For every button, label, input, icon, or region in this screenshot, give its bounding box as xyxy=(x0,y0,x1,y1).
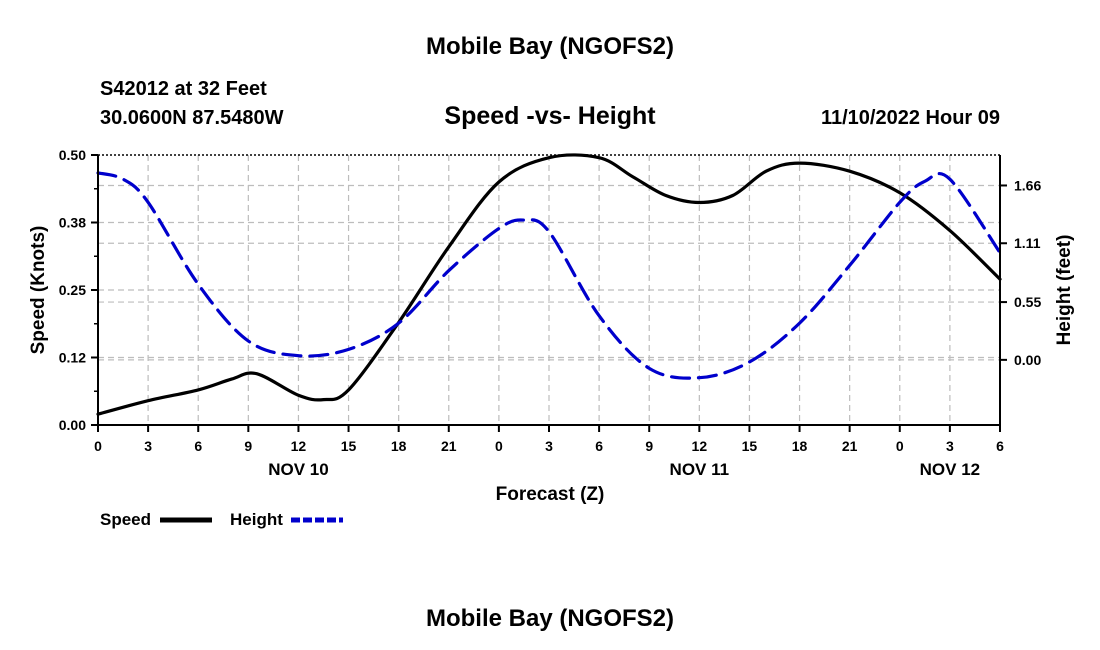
x-tick-label: 3 xyxy=(144,438,152,454)
y2-tick-label: 1.66 xyxy=(1014,177,1041,193)
tick-labels: 0 3 6 9 12 15 18 21 0 3 6 9 12 15 18 21 0 3 6 NOV 10 NOV 11 N… xyxy=(59,147,1042,479)
x-tick-label: 12 xyxy=(291,438,307,454)
x-axis-title: Forecast (Z) xyxy=(496,484,605,505)
day-label: NOV 12 xyxy=(920,460,980,479)
x-tick-label: 0 xyxy=(94,438,102,454)
x-tick-label: 9 xyxy=(645,438,653,454)
footer-title: Mobile Bay (NGOFS2) xyxy=(426,605,674,632)
day-label: NOV 10 xyxy=(268,460,328,479)
station-label: S42012 at 32 Feet xyxy=(100,78,267,100)
data-series xyxy=(96,153,1002,416)
y-tick-label: 0.50 xyxy=(59,147,86,163)
y2-tick-label: 1.11 xyxy=(1014,235,1041,251)
speed-series-line xyxy=(96,153,1002,416)
x-tick-label: 21 xyxy=(441,438,457,454)
grid-lines xyxy=(98,155,1000,425)
y-tick-label: 0.38 xyxy=(59,215,86,231)
x-tick-label: 18 xyxy=(391,438,407,454)
x-tick-label: 3 xyxy=(545,438,553,454)
y2-axis-title: Height (feet) xyxy=(1054,235,1075,346)
x-tick-label: 0 xyxy=(495,438,503,454)
x-tick-label: 15 xyxy=(742,438,758,454)
x-tick-label: 6 xyxy=(595,438,603,454)
page-title: Mobile Bay (NGOFS2) xyxy=(426,33,674,60)
x-tick-label: 15 xyxy=(341,438,357,454)
legend-height-label: Height xyxy=(230,510,283,529)
y2-tick-label: 0.55 xyxy=(1014,294,1041,310)
x-tick-label: 21 xyxy=(842,438,858,454)
day-label: NOV 11 xyxy=(670,460,730,479)
y2-tick-label: 0.00 xyxy=(1014,352,1041,368)
x-tick-label: 6 xyxy=(996,438,1004,454)
chart-title: Speed -vs- Height xyxy=(444,102,656,130)
height-series-line xyxy=(96,171,1002,380)
y-tick-label: 0.25 xyxy=(59,282,86,298)
y-tick-label: 0.12 xyxy=(59,350,86,366)
legend: Speed Height xyxy=(100,510,343,529)
x-tick-label: 18 xyxy=(792,438,808,454)
forecast-date-label: 11/10/2022 Hour 09 xyxy=(821,107,1000,129)
x-tick-label: 3 xyxy=(946,438,954,454)
x-tick-label: 6 xyxy=(194,438,202,454)
y-tick-label: 0.00 xyxy=(59,417,86,433)
x-tick-label: 0 xyxy=(896,438,904,454)
coordinates-label: 30.0600N 87.5480W xyxy=(100,107,284,129)
axis-ticks xyxy=(91,154,1007,432)
legend-speed-label: Speed xyxy=(100,510,151,529)
x-tick-label: 12 xyxy=(692,438,708,454)
y-axis-title: Speed (Knots) xyxy=(28,226,49,355)
x-tick-label: 9 xyxy=(244,438,252,454)
